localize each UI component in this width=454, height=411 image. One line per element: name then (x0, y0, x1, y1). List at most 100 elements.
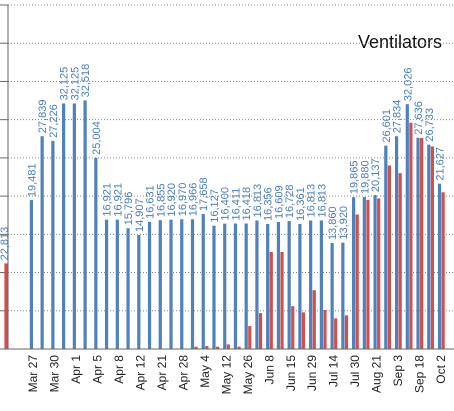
bar (416, 137, 420, 349)
bar (29, 200, 33, 349)
data-label: 16,127 (209, 189, 221, 223)
data-label: 32,518 (80, 64, 92, 98)
x-tick-label: Apr 28 (176, 355, 190, 391)
bar (398, 173, 402, 349)
data-label: 16,609 (273, 185, 285, 219)
bar (409, 122, 413, 349)
bar (83, 100, 87, 349)
bar (269, 251, 273, 349)
bar (334, 318, 338, 349)
data-label: 16,921 (102, 183, 114, 217)
data-label: 19,880 (359, 160, 371, 194)
data-label: 16,855 (155, 183, 167, 217)
data-label: 13,860 (327, 206, 339, 240)
data-label: 16,361 (295, 187, 307, 221)
bar (237, 346, 241, 349)
bar (441, 192, 445, 349)
data-label: 26,733 (424, 108, 436, 142)
bar (430, 146, 434, 349)
data-label: 16,728 (284, 184, 296, 218)
x-tick-label: Mar 27 (26, 355, 40, 393)
bar (312, 290, 316, 349)
data-label: 15,796 (123, 192, 135, 226)
x-tick-label: May 26 (241, 355, 255, 395)
x-tick-label: Jun 15 (284, 355, 298, 391)
bar (405, 104, 409, 350)
data-label: 13,920 (338, 206, 350, 240)
bar (366, 199, 370, 349)
bar (62, 103, 66, 349)
data-label: 32,026 (402, 68, 414, 102)
bar (280, 251, 284, 349)
bar (298, 223, 302, 349)
bar (330, 243, 334, 349)
bar (420, 138, 424, 349)
x-tick-label: Apr 5 (90, 355, 104, 384)
bar (258, 313, 263, 349)
bar (384, 145, 388, 349)
bar (4, 263, 8, 349)
bar (190, 219, 195, 349)
data-label: 32,125 (69, 67, 81, 101)
bar (287, 221, 291, 349)
bar (362, 197, 366, 349)
chart-title: Ventilators (358, 32, 442, 52)
bar (233, 223, 238, 349)
bar (137, 235, 141, 349)
annotation: 22,813 (0, 227, 11, 261)
bar (94, 157, 98, 349)
data-label: 16,411 (230, 188, 242, 221)
bar (276, 222, 281, 349)
data-label: 14,907 (134, 198, 146, 232)
bar (215, 346, 220, 349)
data-label: 21,627 (435, 147, 447, 181)
x-tick-label: Oct 2 (434, 355, 448, 384)
bar (377, 198, 381, 349)
data-label: 27,839 (37, 100, 49, 134)
bar (437, 183, 442, 349)
bar (341, 242, 345, 349)
data-label: 20,137 (370, 158, 382, 192)
x-tick-label: May 12 (219, 355, 233, 395)
data-label: 16,418 (241, 187, 253, 221)
x-tick-label: Sep 18 (413, 355, 427, 393)
data-label: 16,920 (166, 183, 178, 217)
bar (387, 165, 392, 349)
bar (244, 223, 248, 349)
data-label: 19,865 (349, 160, 361, 194)
bar (194, 346, 198, 349)
x-tick-label: Jun 8 (262, 355, 276, 385)
bar (323, 310, 327, 349)
bar (301, 312, 306, 349)
bar (373, 195, 377, 349)
bar (344, 315, 349, 349)
data-label: 16,966 (188, 183, 200, 217)
bar (319, 220, 323, 349)
data-label: 16,921 (112, 183, 124, 217)
x-tick-label: Mar 30 (47, 355, 61, 393)
bar (212, 225, 216, 349)
data-label: 16,813 (316, 184, 328, 218)
bar (180, 219, 184, 349)
bar (205, 345, 209, 349)
data-label: 27,636 (413, 101, 425, 135)
bar (248, 326, 252, 349)
bar (309, 220, 313, 349)
x-tick-label: Apr 1 (69, 355, 83, 384)
bar (223, 223, 227, 349)
x-tick-label: May 4 (198, 355, 212, 388)
bar (115, 219, 119, 349)
x-tick-label: Aug 21 (370, 355, 384, 393)
data-label: 16,356 (263, 187, 275, 221)
data-label: 16,813 (252, 184, 264, 218)
bar (158, 220, 162, 349)
x-tick-label: Sep 3 (391, 355, 405, 387)
data-label: 26,601 (381, 109, 393, 143)
data-label: 27,834 (392, 100, 404, 134)
bar (291, 306, 295, 349)
bar (201, 214, 205, 349)
bar (352, 197, 356, 349)
data-label: 16,813 (306, 184, 318, 218)
data-label: 19,481 (26, 163, 38, 197)
